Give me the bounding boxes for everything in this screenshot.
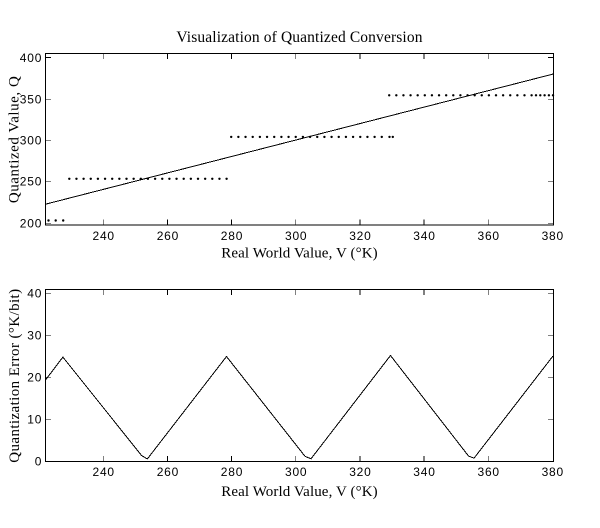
svg-text:320: 320 xyxy=(349,465,371,479)
svg-text:Quantization Error (°K/bit): Quantization Error (°K/bit) xyxy=(7,288,23,462)
svg-text:280: 280 xyxy=(221,465,243,479)
svg-text:360: 360 xyxy=(477,465,499,479)
svg-text:Visualization of Quantized Con: Visualization of Quantized Conversion xyxy=(176,29,422,46)
svg-text:340: 340 xyxy=(413,465,435,479)
svg-text:260: 260 xyxy=(157,229,179,243)
svg-text:250: 250 xyxy=(20,175,42,189)
svg-text:Real World Value, V (°K): Real World Value, V (°K) xyxy=(221,246,377,262)
svg-text:300: 300 xyxy=(285,229,307,243)
svg-text:20: 20 xyxy=(27,371,42,385)
svg-text:240: 240 xyxy=(92,465,114,479)
svg-text:380: 380 xyxy=(542,229,564,243)
svg-text:300: 300 xyxy=(285,465,307,479)
svg-text:Quantized Value, Q: Quantized Value, Q xyxy=(7,76,23,204)
svg-text:200: 200 xyxy=(20,217,42,231)
svg-text:0: 0 xyxy=(35,455,42,469)
svg-text:340: 340 xyxy=(413,229,435,243)
svg-text:260: 260 xyxy=(157,465,179,479)
svg-text:30: 30 xyxy=(27,329,42,343)
svg-text:380: 380 xyxy=(542,465,564,479)
svg-text:40: 40 xyxy=(27,287,42,301)
svg-text:360: 360 xyxy=(477,229,499,243)
svg-text:300: 300 xyxy=(20,134,42,148)
svg-text:280: 280 xyxy=(221,229,243,243)
svg-text:240: 240 xyxy=(92,229,114,243)
svg-text:10: 10 xyxy=(27,413,42,427)
svg-text:350: 350 xyxy=(20,93,42,107)
svg-text:Real World Value, V (°K): Real World Value, V (°K) xyxy=(221,484,377,500)
svg-text:320: 320 xyxy=(349,229,371,243)
svg-text:400: 400 xyxy=(20,51,42,65)
